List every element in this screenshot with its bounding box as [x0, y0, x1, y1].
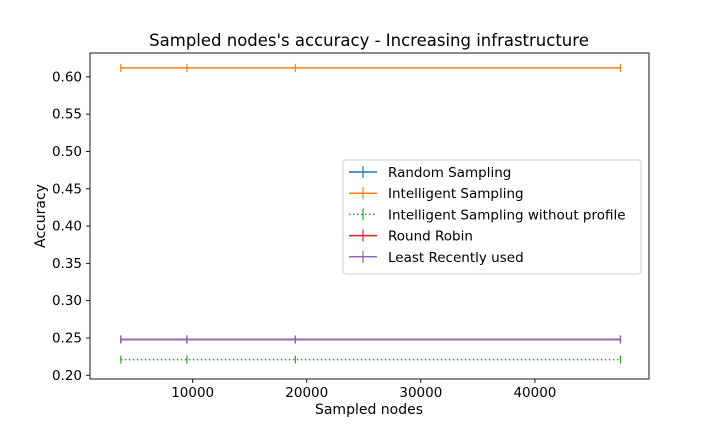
legend: Random Sampling Intelligent Sampling Intel… — [342, 159, 642, 275]
plot-area — [89, 52, 650, 380]
chart-title: Sampled nodes's accuracy - Increasing in… — [149, 31, 589, 50]
y-tick-label: 0.50 — [52, 144, 82, 160]
y-tick-label: 0.30 — [52, 293, 82, 309]
x-tick-label: 10000 — [171, 385, 214, 401]
y-tick-label: 0.40 — [52, 219, 82, 235]
y-tick-label: 0.60 — [52, 69, 82, 85]
x-tick-label: 40000 — [513, 385, 556, 401]
x-axis-label: Sampled nodes — [315, 402, 423, 418]
axes-frame — [89, 52, 650, 380]
legend-label-1: Intelligent Sampling — [388, 186, 524, 202]
y-tick-label: 0.45 — [52, 181, 82, 197]
y-tick-label: 0.20 — [52, 368, 82, 384]
axis-ticks: 10000 20000 30000 40000 0.20 0.25 0.30 0.35 0.40… — [52, 69, 556, 401]
legend-label-0: Random Sampling — [388, 165, 511, 181]
y-tick-label: 0.25 — [52, 330, 82, 346]
legend-label-3: Round Robin — [388, 229, 473, 245]
legend-label-4: Least Recently used — [388, 250, 524, 266]
legend-label-2: Intelligent Sampling without profile — [388, 207, 626, 223]
legend-box — [342, 159, 642, 275]
y-tick-label: 0.35 — [52, 256, 82, 272]
y-axis-label: Accuracy — [33, 184, 49, 248]
x-tick-label: 20000 — [285, 385, 328, 401]
x-tick-label: 30000 — [399, 385, 442, 401]
y-tick-label: 0.55 — [52, 107, 82, 123]
